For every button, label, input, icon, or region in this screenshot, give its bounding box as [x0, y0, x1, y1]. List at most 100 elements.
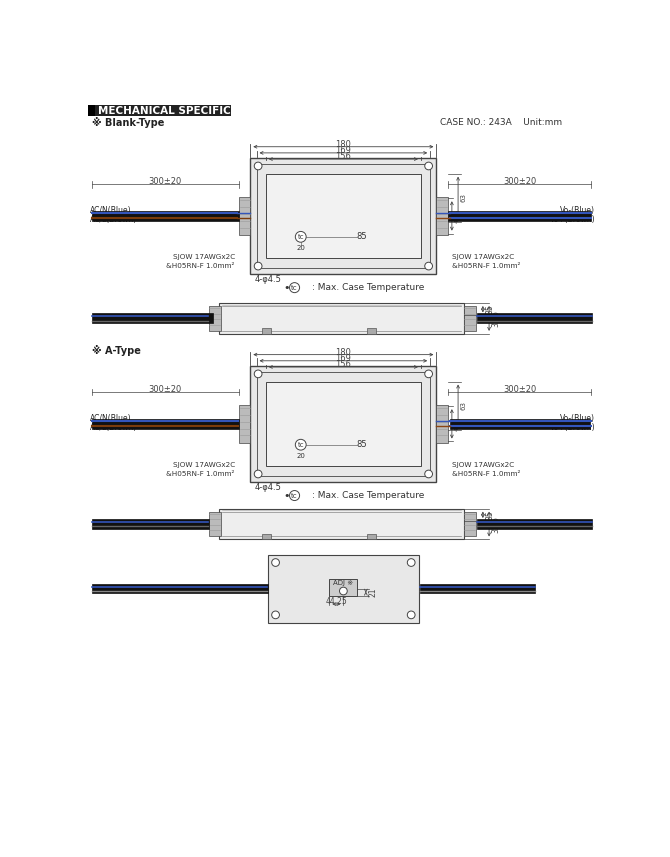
Bar	[88, 105, 95, 116]
Circle shape	[425, 262, 433, 270]
Text: 35.5: 35.5	[491, 310, 500, 327]
Circle shape	[289, 283, 299, 292]
Circle shape	[295, 440, 306, 450]
Text: 20: 20	[296, 452, 306, 458]
Circle shape	[295, 231, 306, 243]
Text: Vo+(Brown): Vo+(Brown)	[549, 423, 595, 432]
Text: 21: 21	[369, 587, 377, 597]
Text: 44.25: 44.25	[326, 597, 347, 606]
Text: •: •	[283, 490, 290, 500]
Bar	[92, 518, 208, 529]
Bar	[257, 372, 430, 476]
Text: 20: 20	[296, 244, 306, 250]
Bar	[219, 303, 464, 334]
Bar	[268, 554, 419, 622]
Text: Vo-(Blue): Vo-(Blue)	[560, 207, 595, 215]
Circle shape	[272, 559, 279, 566]
Text: 156: 156	[336, 153, 351, 161]
Bar	[257, 165, 430, 267]
Text: 63: 63	[460, 194, 466, 202]
Circle shape	[407, 559, 415, 566]
Circle shape	[425, 162, 433, 170]
Text: MECHANICAL SPECIFICATION: MECHANICAL SPECIFICATION	[98, 105, 266, 116]
Text: 35: 35	[485, 510, 494, 519]
Text: : Max. Case Temperature: : Max. Case Temperature	[312, 491, 425, 500]
Text: 45.8: 45.8	[454, 417, 459, 431]
Bar	[266, 174, 421, 258]
Bar	[450, 419, 590, 429]
Bar	[92, 313, 213, 323]
Bar	[251, 366, 436, 482]
Bar	[478, 313, 592, 323]
Text: 300±20: 300±20	[503, 177, 536, 186]
Text: SJOW 17AWGx2C: SJOW 17AWGx2C	[173, 254, 235, 260]
Text: 63: 63	[460, 401, 466, 411]
Circle shape	[272, 611, 279, 619]
Bar	[448, 211, 592, 221]
Text: ADJ ※: ADJ ※	[333, 580, 354, 586]
Bar	[366, 534, 376, 539]
Bar	[251, 159, 436, 273]
Text: Vo+(Brown): Vo+(Brown)	[549, 215, 595, 225]
Text: 180: 180	[336, 140, 351, 149]
Bar	[239, 405, 251, 443]
Text: &H05RN-F 1.0mm²: &H05RN-F 1.0mm²	[167, 471, 235, 477]
Bar	[92, 211, 239, 221]
Bar	[436, 405, 448, 443]
Text: 85: 85	[356, 232, 366, 242]
Text: tc: tc	[297, 234, 304, 240]
Text: 35.5: 35.5	[491, 516, 500, 532]
Text: SJOW 17AWGx2C: SJOW 17AWGx2C	[173, 462, 235, 468]
Circle shape	[289, 490, 299, 500]
Text: 300±20: 300±20	[149, 177, 182, 186]
Bar	[478, 518, 592, 529]
Text: tc: tc	[291, 285, 298, 291]
Circle shape	[407, 611, 415, 619]
Circle shape	[254, 162, 262, 170]
Text: 300±20: 300±20	[503, 385, 536, 393]
Circle shape	[254, 262, 262, 270]
Text: ※ Blank-Type: ※ Blank-Type	[92, 117, 164, 129]
Bar	[464, 512, 476, 536]
Text: AC/L(Brown): AC/L(Brown)	[90, 215, 137, 225]
Circle shape	[254, 470, 262, 478]
Bar	[92, 419, 239, 429]
Text: SJOW 17AWGx2C: SJOW 17AWGx2C	[452, 462, 514, 468]
Bar	[88, 105, 231, 116]
Text: CASE NO.: 243A    Unit:mm: CASE NO.: 243A Unit:mm	[440, 118, 562, 128]
Text: &H05RN-F 1.0mm²: &H05RN-F 1.0mm²	[452, 471, 520, 477]
Circle shape	[340, 587, 347, 595]
Text: SJOW 17AWGx2C: SJOW 17AWGx2C	[452, 254, 514, 260]
Text: &H05RN-F 1.0mm²: &H05RN-F 1.0mm²	[452, 263, 520, 269]
Bar	[219, 509, 464, 539]
Text: 45.8: 45.8	[454, 209, 459, 223]
Bar	[208, 306, 221, 331]
Text: 4-φ4.5: 4-φ4.5	[254, 275, 281, 285]
Bar	[436, 197, 448, 236]
Text: tc: tc	[291, 493, 298, 499]
Bar	[92, 584, 268, 592]
Bar	[330, 578, 357, 596]
Circle shape	[254, 370, 262, 378]
Text: 156: 156	[336, 360, 351, 369]
Bar	[464, 306, 476, 331]
Circle shape	[425, 470, 433, 478]
Text: AC/L(Brown): AC/L(Brown)	[90, 423, 137, 432]
Text: Vo-(Blue): Vo-(Blue)	[560, 414, 595, 423]
Text: 300±20: 300±20	[149, 385, 182, 393]
Text: 180: 180	[336, 348, 351, 357]
Text: 35: 35	[485, 304, 494, 314]
Text: tc: tc	[297, 441, 304, 447]
Text: &H05RN-F 1.0mm²: &H05RN-F 1.0mm²	[167, 263, 235, 269]
Text: AC/N(Blue): AC/N(Blue)	[90, 414, 131, 423]
Bar	[262, 534, 271, 539]
Text: : Max. Case Temperature: : Max. Case Temperature	[312, 283, 425, 292]
Bar	[208, 512, 221, 536]
Bar	[266, 381, 421, 466]
Text: 169: 169	[336, 146, 351, 155]
Bar	[262, 328, 271, 334]
Text: •: •	[283, 283, 290, 292]
Circle shape	[425, 370, 433, 378]
Bar	[239, 197, 251, 236]
Text: 4-φ4.5: 4-φ4.5	[254, 483, 281, 492]
